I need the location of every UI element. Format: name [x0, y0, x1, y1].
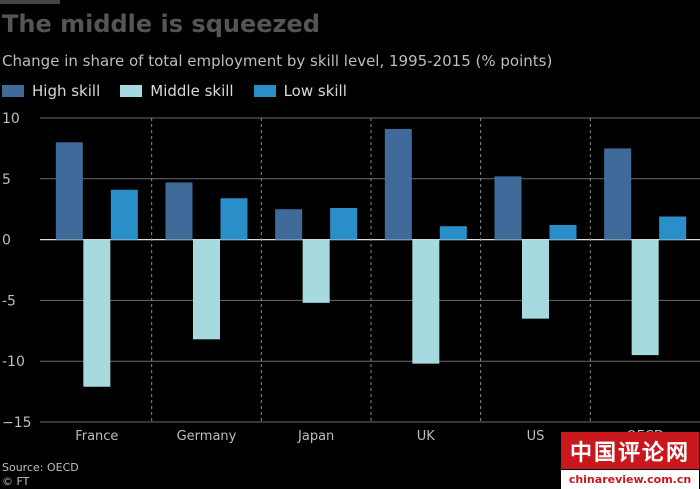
legend-item-low-skill: Low skill [253, 82, 347, 100]
bar [275, 209, 303, 240]
legend-swatch-middle-skill [120, 85, 143, 97]
legend-label-high-skill: High skill [32, 82, 101, 100]
bar [659, 216, 687, 240]
bar [330, 207, 358, 240]
bar [193, 239, 220, 340]
y-tick-label: 10 [2, 111, 20, 127]
bar [494, 176, 522, 240]
legend-item-middle-skill: Middle skill [120, 82, 234, 100]
chart-subtitle: Change in share of total employment by s… [2, 52, 553, 70]
chart-title: The middle is squeezed [2, 10, 320, 38]
y-tick-label: -10 [2, 354, 25, 370]
watermark-url: chinareview.com.cn [561, 470, 699, 489]
x-tick-label: Japan [297, 429, 334, 444]
legend-swatch-high-skill [2, 85, 24, 97]
source-note: Source: OECD [2, 461, 79, 474]
bar [522, 239, 549, 319]
bar [604, 148, 632, 240]
bar [549, 225, 577, 240]
watermark-text: 中国评论网 [561, 432, 699, 469]
y-tick-label: 5 [2, 172, 11, 188]
chart-legend: High skill Middle skill Low skill [2, 82, 367, 100]
y-tick-label: -5 [2, 293, 16, 309]
x-tick-label: Germany [177, 429, 237, 444]
x-tick-label: US [527, 429, 545, 444]
bar [384, 128, 412, 240]
header-accent-bar [0, 0, 60, 4]
watermark-logo: 中国评论网 chinareview.com.cn [561, 432, 699, 489]
bar [220, 198, 248, 240]
bar [439, 226, 467, 240]
legend-label-low-skill: Low skill [283, 82, 347, 100]
bar [165, 182, 193, 240]
legend-item-high-skill: High skill [2, 82, 100, 100]
bar [412, 239, 440, 364]
copyright-note: © FT [2, 475, 30, 488]
legend-label-middle-skill: Middle skill [150, 82, 234, 100]
legend-swatch-low-skill [253, 85, 276, 97]
y-tick-label: −15 [2, 415, 32, 431]
x-tick-label: France [75, 429, 118, 444]
bar [302, 239, 330, 303]
bar [631, 239, 659, 356]
y-tick-label: 0 [2, 233, 11, 249]
bar [83, 239, 111, 387]
x-tick-label: UK [417, 429, 436, 444]
bar [110, 189, 138, 240]
bar [55, 142, 83, 240]
